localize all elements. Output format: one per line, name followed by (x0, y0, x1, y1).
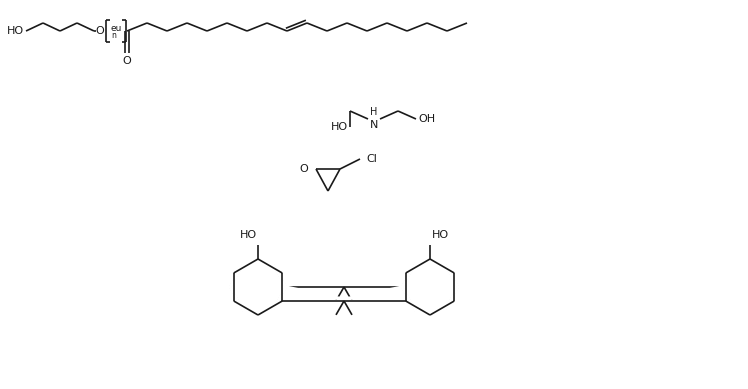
Text: O: O (299, 164, 308, 174)
Text: HO: HO (331, 122, 348, 132)
Text: Cl: Cl (366, 154, 377, 164)
Text: HO: HO (239, 230, 257, 240)
Text: OH: OH (418, 114, 435, 124)
Text: n: n (111, 30, 116, 40)
Text: HO: HO (432, 230, 449, 240)
Text: H: H (370, 107, 378, 117)
Text: O: O (96, 26, 105, 36)
Text: N: N (370, 120, 378, 130)
Text: O: O (123, 56, 132, 66)
Text: eu: eu (111, 23, 123, 33)
Text: HO: HO (7, 26, 24, 36)
